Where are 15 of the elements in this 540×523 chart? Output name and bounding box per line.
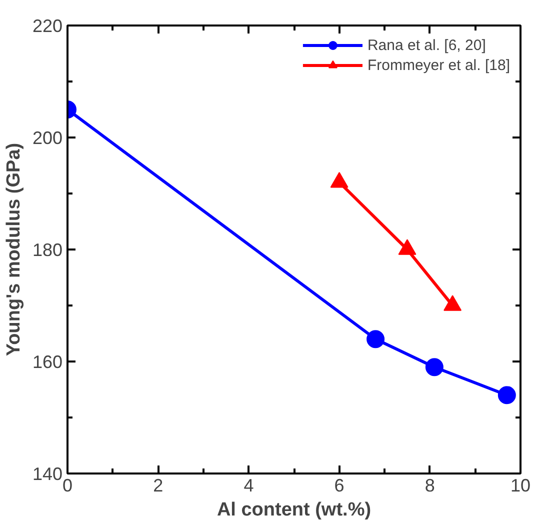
legend-label: Rana et al. [6, 20] [367, 36, 486, 54]
x-tick-label: 8 [424, 476, 435, 496]
x-tick-label: 2 [153, 476, 164, 496]
x-tick-label: 10 [510, 476, 531, 496]
x-axis-title: Al content (wt.%) [216, 500, 372, 520]
y-tick-label: 180 [32, 240, 63, 260]
y-tick-label: 220 [32, 16, 63, 36]
y-tick-label: 200 [32, 128, 63, 148]
x-tick-label: 0 [62, 476, 73, 496]
x-tick-label: 4 [244, 476, 254, 496]
y-tick-label: 160 [32, 352, 63, 372]
legend-label: Frommeyer et al. [18] [367, 56, 510, 74]
y-tick-label: 140 [32, 464, 63, 484]
y-axis-title: Young's modulus (GPa) [3, 142, 24, 356]
x-tick-label: 6 [334, 476, 344, 496]
